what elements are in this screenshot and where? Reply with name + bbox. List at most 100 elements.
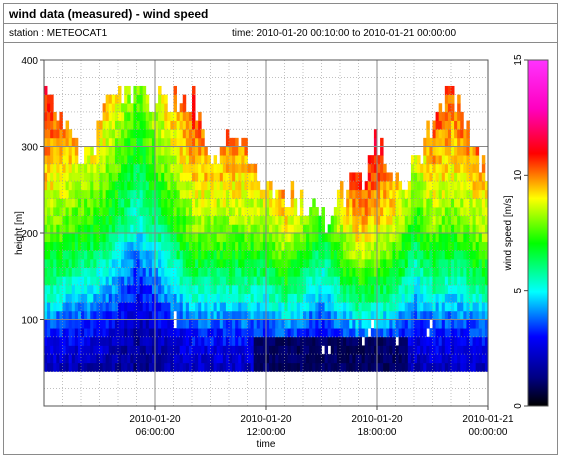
- heatmap-cell: [432, 163, 436, 173]
- heatmap-cell: [216, 215, 221, 225]
- heatmap-cell: [269, 215, 273, 225]
- heatmap-cell: [299, 250, 304, 260]
- heatmap-cell: [50, 336, 54, 346]
- heatmap-cell: [219, 155, 224, 165]
- heatmap-cell: [145, 258, 150, 268]
- heatmap-cell: [324, 276, 329, 286]
- heatmap-cell: [410, 354, 415, 364]
- heatmap-cell: [216, 267, 221, 277]
- heatmap-cell: [99, 233, 103, 243]
- heatmap-cell: [47, 250, 51, 260]
- heatmap-cell: [392, 362, 396, 372]
- heatmap-cell: [238, 172, 242, 182]
- heatmap-cell: [164, 215, 168, 225]
- heatmap-cell: [71, 207, 76, 217]
- heatmap-cell: [188, 241, 193, 251]
- heatmap-cell: [355, 198, 359, 208]
- heatmap-cell: [198, 258, 202, 268]
- heatmap-cell: [84, 319, 88, 329]
- heatmap-cell: [188, 258, 193, 268]
- heatmap-cell: [145, 111, 150, 121]
- heatmap-cell: [460, 146, 464, 156]
- heatmap-cell: [179, 172, 184, 182]
- heatmap-cell: [204, 362, 208, 372]
- heatmap-cell: [370, 354, 375, 364]
- heatmap-cell: [225, 172, 230, 182]
- heatmap-cell: [435, 345, 440, 355]
- heatmap-cell: [229, 241, 233, 251]
- heatmap-cell: [463, 284, 467, 294]
- heatmap-cell: [380, 336, 384, 346]
- heatmap-cell: [333, 302, 338, 312]
- heatmap-cell: [198, 198, 202, 208]
- heatmap-cell: [380, 354, 384, 364]
- heatmap-cell: [164, 310, 168, 320]
- heatmap-cell: [349, 310, 353, 320]
- heatmap-cell: [102, 207, 107, 217]
- heatmap-cell: [155, 189, 159, 199]
- heatmap-cell: [161, 336, 165, 346]
- heatmap-cell: [161, 120, 165, 130]
- heatmap-cell: [74, 336, 79, 346]
- heatmap-cell: [102, 354, 107, 364]
- heatmap-cell: [219, 310, 224, 320]
- heatmap-cell: [407, 336, 412, 346]
- heatmap-cell: [340, 354, 344, 364]
- heatmap-cell: [59, 215, 63, 225]
- heatmap-cell: [173, 207, 177, 217]
- heatmap-cell: [327, 336, 332, 346]
- heatmap-cell: [438, 258, 443, 268]
- heatmap-cell: [185, 310, 190, 320]
- heatmap-cell: [299, 215, 304, 225]
- heatmap-cell: [151, 120, 156, 130]
- heatmap-cell: [188, 284, 193, 294]
- heatmap-cell: [290, 215, 295, 225]
- heatmap-cell: [192, 354, 196, 364]
- heatmap-cell: [185, 146, 190, 156]
- heatmap-cell: [318, 276, 322, 286]
- heatmap-cell: [167, 163, 171, 173]
- heatmap-cell: [185, 328, 190, 338]
- heatmap-cell: [407, 354, 412, 364]
- heatmap-cell: [176, 241, 181, 251]
- heatmap-cell: [182, 146, 187, 156]
- heatmap-cell: [407, 293, 412, 303]
- heatmap-cell: [444, 94, 449, 104]
- heatmap-cell: [213, 328, 218, 338]
- heatmap-cell: [312, 293, 316, 303]
- heatmap-cell: [383, 172, 387, 182]
- heatmap-cell: [198, 302, 202, 312]
- heatmap-cell: [96, 233, 100, 243]
- heatmap-cell: [241, 207, 245, 217]
- heatmap-cell: [207, 284, 211, 294]
- heatmap-cell: [139, 267, 144, 277]
- heatmap-cell: [272, 328, 276, 338]
- heatmap-cell: [65, 336, 70, 346]
- heatmap-cell: [47, 215, 51, 225]
- heatmap-cell: [404, 189, 409, 199]
- heatmap-cell: [256, 276, 261, 286]
- heatmap-cell: [315, 354, 319, 364]
- heatmap-cell: [188, 207, 193, 217]
- heatmap-cell: [275, 293, 279, 303]
- heatmap-cell: [74, 354, 79, 364]
- heatmap-cell: [127, 94, 131, 104]
- heatmap-cell: [56, 284, 60, 294]
- heatmap-cell: [438, 146, 443, 156]
- heatmap-cell: [151, 146, 156, 156]
- heatmap-cell: [475, 241, 480, 251]
- heatmap-cell: [87, 172, 91, 182]
- heatmap-cell: [367, 181, 372, 191]
- heatmap-cell: [386, 181, 390, 191]
- heatmap-cell: [145, 354, 150, 364]
- heatmap-cell: [321, 241, 325, 251]
- heatmap-cell: [133, 345, 137, 355]
- heatmap-cell: [398, 276, 403, 286]
- heatmap-cell: [87, 189, 91, 199]
- heatmap-cell: [182, 241, 187, 251]
- heatmap-cell: [266, 250, 270, 260]
- heatmap-cell: [133, 336, 137, 346]
- heatmap-cell: [56, 354, 60, 364]
- heatmap-cell: [420, 362, 424, 372]
- heatmap-cell: [124, 302, 128, 312]
